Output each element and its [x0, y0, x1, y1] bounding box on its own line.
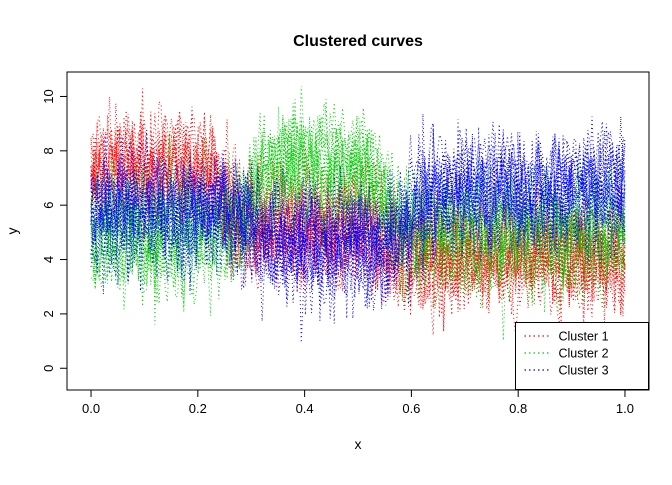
x-tick-label: 0.4	[296, 401, 314, 416]
curve	[90, 134, 626, 303]
y-tick-label: 0	[41, 365, 56, 372]
legend-box	[515, 322, 649, 390]
curve	[90, 119, 626, 307]
y-tick-label: 4	[41, 256, 56, 263]
legend-label: Cluster 2	[559, 347, 609, 361]
y-tick-label: 2	[41, 310, 56, 317]
curve	[90, 126, 626, 313]
y-axis: 0 2 4 6 8 10	[41, 89, 67, 372]
curve	[90, 130, 626, 307]
curve	[90, 127, 626, 329]
curve	[90, 96, 626, 315]
curve	[90, 150, 626, 309]
x-axis-label: x	[355, 436, 362, 452]
legend-label: Cluster 3	[559, 364, 609, 378]
plot-frame	[66, 71, 650, 391]
y-tick-label: 10	[41, 89, 56, 103]
y-axis-label: y	[4, 228, 20, 235]
x-tick-label: 0.6	[402, 401, 420, 416]
y-tick-label: 8	[41, 147, 56, 154]
curve	[90, 141, 626, 296]
curve	[90, 130, 626, 281]
x-tick-label: 0.2	[189, 401, 207, 416]
x-tick-label: 0.0	[82, 401, 100, 416]
curves-layer	[90, 85, 626, 343]
curve	[90, 123, 626, 300]
y-tick-label: 6	[41, 202, 56, 209]
series-3-curves	[90, 113, 626, 343]
chart-title: Clustered curves	[293, 33, 423, 50]
legend: Cluster 1 Cluster 2 Cluster 3	[515, 322, 649, 390]
curve	[90, 116, 626, 284]
x-tick-label: 1.0	[616, 401, 634, 416]
curve	[90, 135, 626, 293]
x-tick-label: 0.8	[509, 401, 527, 416]
legend-label: Cluster 1	[559, 330, 609, 344]
x-axis: 0.0 0.2 0.4 0.6 0.8 1.0	[82, 390, 634, 416]
curve	[90, 117, 626, 302]
